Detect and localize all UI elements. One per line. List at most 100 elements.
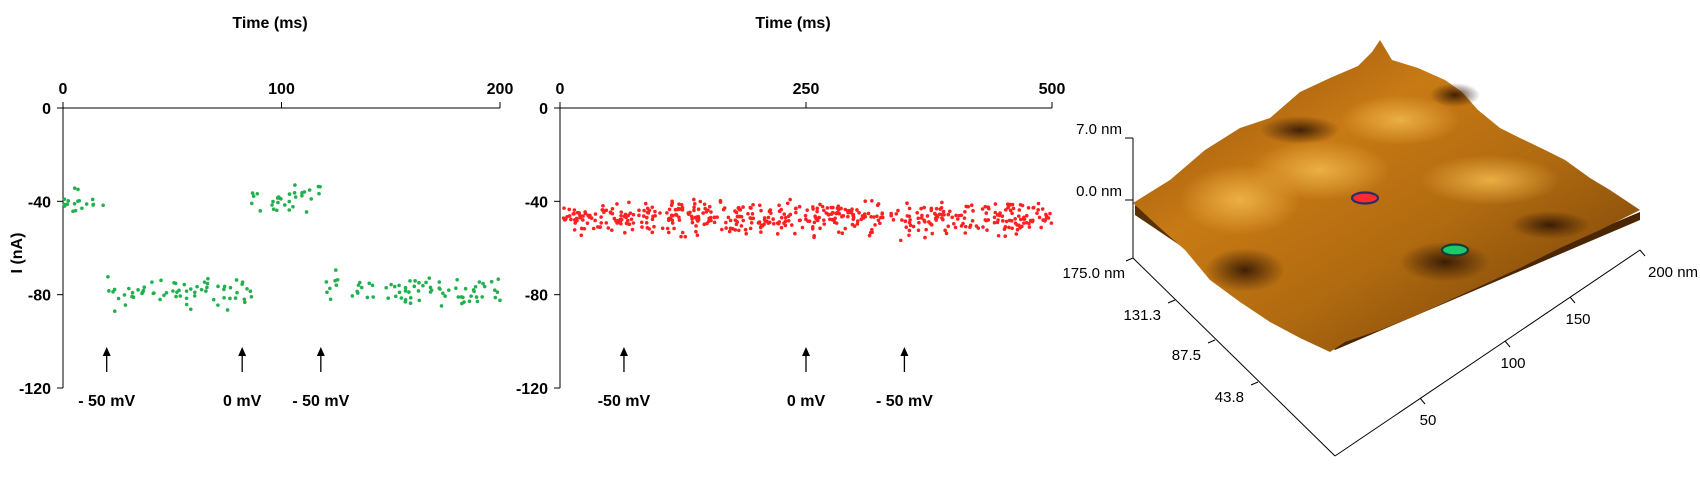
data-point — [481, 281, 485, 286]
data-point — [572, 228, 577, 232]
y-tick-label: -80 — [525, 288, 548, 305]
data-point — [304, 210, 309, 214]
x-tick-label: 200 — [487, 81, 514, 98]
data-point — [867, 233, 872, 238]
data-point — [712, 215, 717, 220]
data-point — [245, 286, 249, 291]
data-point — [946, 224, 951, 229]
data-point — [985, 228, 989, 232]
data-point — [705, 221, 709, 226]
data-point — [623, 212, 628, 217]
data-point — [653, 209, 657, 214]
data-point — [788, 197, 792, 202]
data-point — [1017, 208, 1022, 212]
data-point — [1000, 214, 1005, 219]
data-point — [106, 274, 110, 279]
voltage-label: 0 mV — [787, 393, 826, 410]
data-point — [601, 203, 605, 208]
data-point — [248, 289, 253, 293]
data-point — [174, 294, 178, 299]
x-tick-label: 100 — [1500, 355, 1525, 372]
data-point — [674, 213, 679, 217]
data-point — [328, 286, 332, 291]
x-tick-label: 0 — [556, 81, 565, 98]
data-point — [667, 207, 672, 212]
data-point — [680, 205, 685, 210]
data-point — [828, 217, 832, 222]
data-point — [891, 218, 896, 222]
data-point — [199, 287, 204, 292]
data-point — [474, 295, 479, 299]
data-point — [1011, 206, 1016, 211]
data-point — [749, 206, 753, 210]
data-point — [667, 230, 671, 235]
surface-valley — [1205, 248, 1285, 292]
data-point — [953, 225, 958, 230]
data-point — [1044, 212, 1048, 217]
data-point — [282, 203, 287, 207]
data-point — [992, 220, 997, 225]
data-point — [1003, 234, 1008, 239]
data-point — [961, 221, 965, 226]
data-point — [822, 208, 826, 213]
data-point — [859, 217, 864, 222]
data-point — [188, 307, 193, 312]
data-point — [940, 216, 944, 220]
data-point — [831, 205, 835, 210]
data-point — [66, 199, 71, 203]
data-point — [928, 221, 933, 226]
data-point — [1005, 202, 1010, 206]
data-point — [76, 187, 80, 192]
data-point — [413, 279, 417, 283]
data-point — [240, 280, 245, 285]
data-point — [439, 304, 444, 308]
data-point — [870, 199, 874, 203]
data-point — [1022, 221, 1026, 225]
data-point — [903, 219, 908, 224]
data-point — [818, 202, 822, 207]
data-point — [738, 207, 743, 212]
data-point — [692, 205, 696, 210]
data-point — [709, 218, 713, 223]
data-point — [996, 233, 1001, 238]
data-point — [743, 227, 748, 232]
data-point — [274, 208, 279, 213]
data-point — [768, 208, 773, 212]
data-point — [911, 224, 916, 229]
data-point — [610, 211, 615, 216]
data-point — [637, 208, 641, 213]
data-point — [855, 208, 859, 212]
data-point — [233, 296, 238, 300]
y-tick-label: 87.5 — [1172, 347, 1201, 364]
data-point — [1003, 208, 1008, 212]
y-tick-label: 0 — [539, 101, 548, 118]
data-point — [923, 235, 927, 240]
data-point — [813, 215, 818, 220]
data-point — [822, 218, 826, 222]
data-point — [1010, 211, 1014, 216]
data-point — [291, 204, 295, 209]
data-point — [779, 225, 784, 230]
data-point — [334, 283, 339, 288]
data-point — [703, 206, 707, 211]
y-tick — [1207, 339, 1216, 344]
x-tick — [1639, 249, 1646, 257]
data-point — [665, 226, 670, 231]
data-point — [696, 207, 701, 212]
data-point — [389, 282, 393, 287]
data-point — [408, 301, 413, 306]
data-point — [572, 211, 576, 216]
data-point — [1010, 202, 1015, 207]
surface-highlight — [1420, 155, 1560, 205]
data-point — [692, 208, 696, 213]
data-point — [428, 285, 433, 290]
data-point — [806, 219, 810, 223]
data-point — [581, 218, 585, 222]
data-point — [579, 233, 584, 238]
data-point — [111, 289, 115, 294]
data-point — [751, 202, 755, 207]
data-point — [631, 212, 636, 217]
data-point — [669, 213, 674, 218]
data-point — [872, 215, 876, 219]
data-point — [1007, 218, 1012, 223]
